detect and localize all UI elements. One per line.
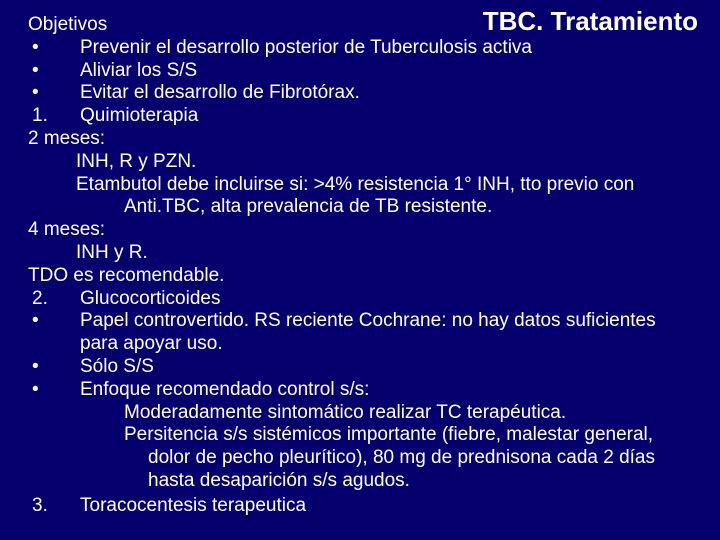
list-item: 1. Quimioterapia bbox=[28, 105, 702, 128]
body-span: Etambutol debe incluirse si: >4% resiste… bbox=[76, 174, 634, 195]
body-text: TDO es recomendable. bbox=[28, 265, 702, 288]
body-span: Anti.TBC, alta prevalencia de TB resiste… bbox=[124, 196, 492, 217]
bullet-dot: • bbox=[28, 310, 80, 356]
body-text: Persitencia s/s sistémicos importante (f… bbox=[28, 424, 702, 447]
slide: TBC. Tratamiento Objetivos • Prevenir el… bbox=[0, 0, 720, 540]
list-item-text: Quimioterapia bbox=[80, 105, 702, 128]
body-text: Moderadamente sintomático realizar TC te… bbox=[28, 402, 702, 425]
body-text: INH, R y PZN. bbox=[28, 151, 702, 174]
bullet-dot: • bbox=[28, 356, 80, 379]
bullet-dot: • bbox=[28, 37, 80, 60]
body-span: dolor de pecho pleurítico), 80 mg de pre… bbox=[148, 447, 655, 468]
list-item: • Enfoque recomendado control s/s: bbox=[28, 379, 702, 402]
bullet-dot: • bbox=[28, 60, 80, 83]
list-item: • Evitar el desarrollo de Fibrotórax. bbox=[28, 82, 702, 105]
list-item-text: Enfoque recomendado control s/s: bbox=[80, 379, 702, 402]
body-span: Persitencia s/s sistémicos importante (f… bbox=[124, 424, 653, 445]
list-item: • Prevenir el desarrollo posterior de Tu… bbox=[28, 37, 702, 60]
list-item: 3. Toracocentesis terapeutica bbox=[28, 495, 702, 518]
body-span: hasta desaparición s/s agudos. bbox=[148, 470, 410, 491]
body-text: Anti.TBC, alta prevalencia de TB resiste… bbox=[28, 196, 702, 219]
list-item-text: Sólo S/S bbox=[80, 356, 702, 379]
list-item-text: Prevenir el desarrollo posterior de Tube… bbox=[80, 37, 702, 60]
bullet-number: 3. bbox=[28, 495, 80, 518]
bullet-dot: • bbox=[28, 82, 80, 105]
list-item: • Papel controvertido. RS reciente Cochr… bbox=[28, 310, 702, 356]
body-text: 2 meses: bbox=[28, 128, 702, 151]
list-item: • Aliviar los S/S bbox=[28, 60, 702, 83]
body-span: Papel controvertido. RS reciente Cochran… bbox=[80, 310, 656, 331]
list-item-text: Toracocentesis terapeutica bbox=[80, 495, 702, 518]
body-span: para apoyar uso. bbox=[80, 333, 223, 354]
list-item-text: Aliviar los S/S bbox=[80, 60, 702, 83]
bullet-dot: • bbox=[28, 379, 80, 402]
bullet-number: 1. bbox=[28, 105, 80, 128]
body-text: dolor de pecho pleurítico), 80 mg de pre… bbox=[28, 447, 702, 470]
list-item: • Sólo S/S bbox=[28, 356, 702, 379]
bullet-number: 2. bbox=[28, 288, 80, 311]
body-text: Etambutol debe incluirse si: >4% resiste… bbox=[28, 174, 702, 197]
page-title: TBC. Tratamiento bbox=[483, 6, 698, 37]
body-text: 4 meses: bbox=[28, 219, 702, 242]
list-item-text: Glucocorticoides bbox=[80, 288, 702, 311]
body-text: hasta desaparición s/s agudos. bbox=[28, 470, 702, 493]
list-item-text: Papel controvertido. RS reciente Cochran… bbox=[80, 310, 702, 356]
list-item-text: Evitar el desarrollo de Fibrotórax. bbox=[80, 82, 702, 105]
body-text: INH y R. bbox=[28, 242, 702, 265]
list-item: 2. Glucocorticoides bbox=[28, 288, 702, 311]
